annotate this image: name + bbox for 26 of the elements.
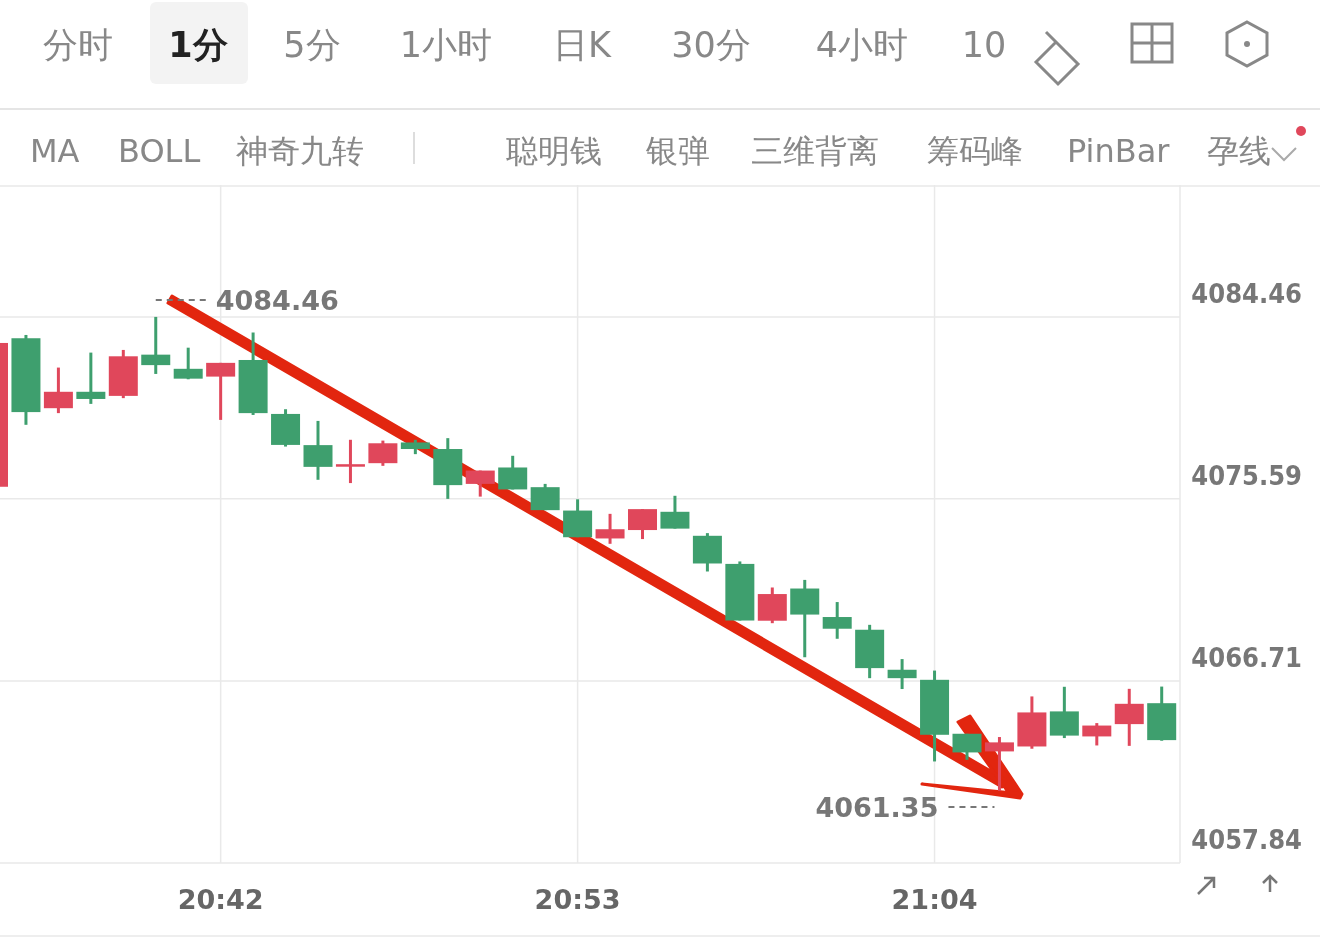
y-tick-label: 4075.59 [1191, 459, 1302, 491]
text: BOLL [118, 132, 201, 170]
text: 银弹 [645, 132, 710, 170]
text: 5分 [283, 25, 341, 65]
y-tick-label: 4057.84 [1191, 824, 1302, 855]
text: 日K [553, 25, 613, 65]
y-tick-label: 4084.46 [1191, 277, 1302, 309]
text: 10 [961, 25, 1007, 65]
text: 1小时 [399, 25, 493, 65]
text: 30分 [671, 25, 751, 65]
text: 三维背离 [751, 132, 879, 170]
x-tick-label: 21:04 [891, 884, 978, 915]
text: PinBar [1067, 132, 1171, 170]
text: 4小时 [815, 25, 909, 65]
text: MA [30, 132, 80, 170]
text: 筹码峰 [927, 132, 1023, 170]
text: 聪明钱 [506, 132, 602, 170]
text: 神奇九转 [236, 132, 364, 170]
annotation: 4061.35 [815, 791, 939, 823]
annotation: 4084.46 [215, 284, 339, 316]
y-tick-label: 4066.71 [1191, 642, 1302, 674]
text: 孕线 [1207, 132, 1271, 170]
x-tick-label: 20:53 [534, 884, 621, 915]
x-tick-label: 20:42 [177, 884, 264, 915]
text: 分时 [43, 25, 113, 65]
text: 1分 [168, 25, 228, 65]
